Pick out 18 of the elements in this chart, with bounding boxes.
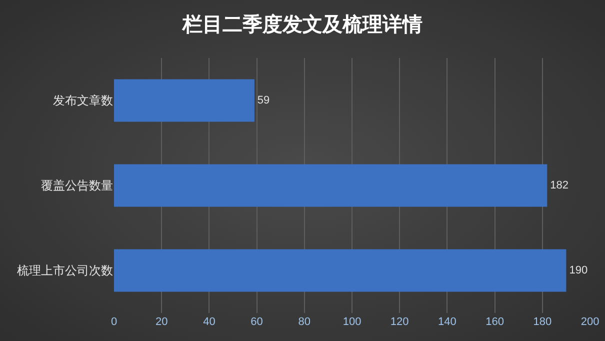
- x-tick-label: 200: [580, 316, 600, 328]
- x-tick-label: 80: [298, 316, 311, 328]
- y-tick-label: 发布文章数: [53, 94, 113, 108]
- x-tick-label: 60: [250, 316, 263, 328]
- data-label: 182: [550, 180, 569, 192]
- x-tick-label: 0: [110, 316, 118, 328]
- data-label: 190: [569, 264, 588, 276]
- x-tick-label: 40: [203, 316, 216, 328]
- x-tick-label: 120: [390, 316, 409, 328]
- y-tick-label: 梳理上市公司次数: [17, 264, 113, 278]
- y-tick-label: 覆盖公告数量: [41, 178, 113, 193]
- x-tick-label: 140: [438, 316, 456, 328]
- x-tick-label: 100: [342, 316, 362, 328]
- chart-title: 栏目二季度发文及梳理详情: [182, 12, 422, 36]
- x-tick-label: 160: [486, 316, 504, 328]
- x-tick-label: 20: [155, 316, 168, 328]
- x-tick-label: 180: [533, 316, 552, 328]
- data-label: 59: [257, 94, 270, 106]
